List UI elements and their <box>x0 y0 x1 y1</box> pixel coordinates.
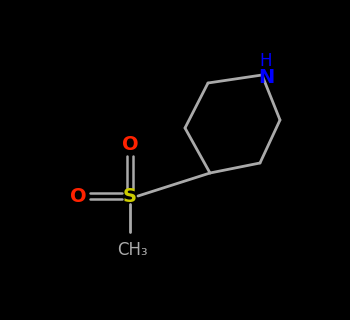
Text: N: N <box>258 68 274 86</box>
Text: S: S <box>123 187 137 205</box>
Text: H: H <box>260 52 272 70</box>
Text: O: O <box>122 134 138 154</box>
Text: CH₃: CH₃ <box>117 241 147 259</box>
Text: O: O <box>70 187 86 205</box>
